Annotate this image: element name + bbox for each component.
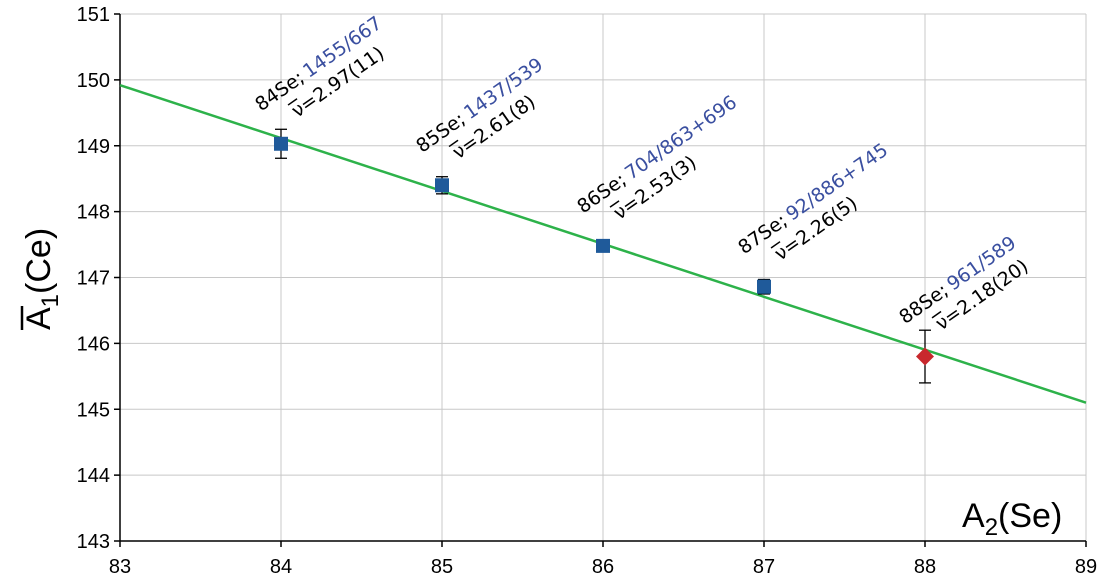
y-axis-title-group: A1(Ce) xyxy=(20,228,64,330)
x-axis-title-rest: (Se) xyxy=(998,497,1062,535)
axes: 83 84 85 86 87 88 89 143 144 145 146 147 148 149 150 15… xyxy=(77,4,1098,578)
y-tick-label-146: 146 xyxy=(77,333,110,355)
x-axis-title: A2(Se) xyxy=(962,497,1062,541)
y-tick-label-144: 144 xyxy=(77,465,110,487)
y-tick-label-148: 148 xyxy=(77,202,110,224)
data-point-2 xyxy=(596,238,610,253)
x-axis-title-main: A xyxy=(962,497,985,535)
annotation-nu-bar-1 xyxy=(448,139,459,148)
y-tick-label-145: 145 xyxy=(77,399,110,421)
x-axis-title-sub: 2 xyxy=(985,514,998,541)
y-tick-label-149: 149 xyxy=(77,136,110,158)
x-tick-label-87: 87 xyxy=(753,556,775,578)
x-tick-label-86: 86 xyxy=(592,556,614,578)
annotation-nu-bar-3 xyxy=(770,241,781,249)
annotations: 84Se;1455/667ν=2.97(11)85Se;1437/539ν=2.… xyxy=(251,12,1032,335)
data-point-3 xyxy=(757,279,771,294)
annotation-nu-bar-4 xyxy=(931,310,942,319)
y-axis-title-rest: (Ce) xyxy=(20,228,58,294)
grid xyxy=(119,13,1087,542)
y-axis-title-main: A xyxy=(20,307,58,330)
x-tick-label-85: 85 xyxy=(431,556,453,578)
x-tick-label-83: 83 xyxy=(109,556,131,578)
y-axis-title: A1(Ce) xyxy=(20,228,64,330)
y-tick-label-147: 147 xyxy=(77,268,110,290)
y-tick-label-150: 150 xyxy=(77,70,110,92)
x-tick-label-89: 89 xyxy=(1075,556,1097,578)
data-point-1 xyxy=(435,178,449,193)
x-tick-label-84: 84 xyxy=(270,556,292,578)
annotation-nu-bar-0 xyxy=(287,98,298,106)
data-point-0 xyxy=(274,136,288,151)
y-tick-label-143: 143 xyxy=(77,531,110,553)
annotation-nu-bar-2 xyxy=(609,200,620,208)
x-tick-label-88: 88 xyxy=(914,556,936,578)
data-point-4 xyxy=(916,347,934,366)
y-axis-title-sub: 1 xyxy=(37,294,64,307)
y-tick-label-151: 151 xyxy=(77,4,110,26)
data-points xyxy=(274,128,934,384)
